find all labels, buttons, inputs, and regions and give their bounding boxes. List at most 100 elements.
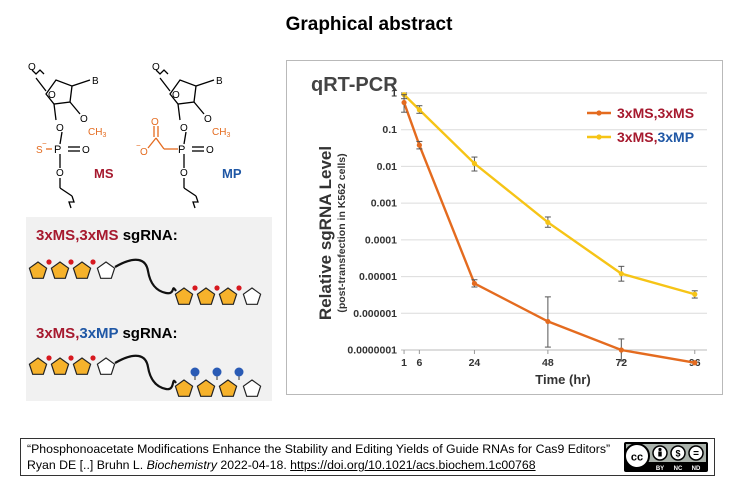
schematic-label-2: 3xMS,3xMP sgRNA: bbox=[36, 325, 178, 342]
mp-base: B bbox=[216, 76, 223, 87]
mp-acetate-o: O bbox=[151, 117, 159, 128]
nucleotide bbox=[96, 261, 116, 279]
x-tick-label: 72 bbox=[615, 357, 627, 369]
citation-date: 2022-04-18. bbox=[217, 458, 291, 472]
cc-icon bbox=[624, 443, 650, 469]
ms-modification bbox=[46, 259, 52, 265]
data-point bbox=[471, 160, 478, 167]
ms-ring-o: O bbox=[48, 90, 56, 101]
data-point bbox=[416, 142, 422, 148]
page-title: Graphical abstract bbox=[285, 14, 453, 35]
mp-modification bbox=[234, 367, 244, 377]
mp-modification bbox=[190, 367, 200, 377]
series-line-0 bbox=[402, 102, 695, 364]
cc-license-badge: cc $ = BY NC ND bbox=[624, 442, 708, 472]
y-tick-label: 0.001 bbox=[371, 198, 397, 210]
nc-text: NC bbox=[674, 466, 683, 472]
y-tick-label: 0.01 bbox=[377, 161, 398, 173]
x-tick-label: 1 bbox=[401, 357, 407, 369]
citation-authors-text: Ryan DE [..] Bruhn L. bbox=[27, 458, 147, 472]
ms-modification bbox=[90, 355, 96, 361]
legend-marker bbox=[596, 134, 602, 140]
ms-s: S bbox=[36, 145, 43, 156]
x-tick-label: 6 bbox=[416, 357, 422, 369]
mp-o-2: O bbox=[204, 114, 212, 125]
nd-eq: = bbox=[693, 449, 699, 460]
nucleotide bbox=[218, 379, 238, 397]
x-tick-label: 24 bbox=[469, 357, 481, 369]
nucleotide bbox=[242, 287, 262, 305]
ms-label: MS bbox=[94, 166, 114, 181]
ms-o-top: O bbox=[28, 62, 36, 73]
mp-ring-o: O bbox=[172, 90, 180, 101]
nucleotide bbox=[28, 357, 48, 375]
chart-title: qRT-PCR bbox=[311, 74, 398, 96]
y-axis-sublabel: (post-transfection in K562 cells) bbox=[336, 153, 348, 312]
sgrna-schematic: 3xMS,3xMS sgRNA: 3xMS,3xMP sgRNA: bbox=[26, 217, 272, 401]
data-point bbox=[618, 347, 624, 353]
ms-base: B bbox=[92, 76, 99, 87]
schematic-drawing bbox=[28, 258, 262, 397]
nd-icon bbox=[688, 445, 704, 461]
ms-minus: − bbox=[42, 139, 47, 148]
mp-minus: − bbox=[136, 141, 141, 150]
nucleotide bbox=[96, 357, 116, 375]
citation-doi-link[interactable]: https://doi.org/10.1021/acs.biochem.1c00… bbox=[290, 458, 536, 472]
ms-o-3: O bbox=[56, 123, 64, 134]
ms-modification bbox=[68, 355, 74, 361]
ms-structure bbox=[31, 69, 91, 209]
data-point bbox=[545, 318, 551, 325]
y-axis-label: Relative sgRNA Level bbox=[316, 146, 335, 320]
nucleotide bbox=[174, 379, 194, 397]
y-tick-label: 1 bbox=[391, 88, 397, 100]
nucleotide bbox=[50, 261, 70, 279]
y-tick-label: 0.00001 bbox=[359, 271, 397, 283]
ms-o-2: O bbox=[80, 114, 88, 125]
legend-marker bbox=[596, 110, 602, 116]
legend-entry: 3xMS,3xMS bbox=[617, 105, 694, 121]
nucleotide bbox=[196, 379, 216, 397]
mp-label: MP bbox=[222, 166, 242, 181]
y-tick-label: 0.1 bbox=[382, 124, 397, 136]
mp-o-top: O bbox=[152, 62, 160, 73]
citation-journal: Biochemistry bbox=[146, 458, 217, 472]
mp-o-3: O bbox=[180, 123, 188, 134]
qrt-pcr-chart: qRT-PCR 1 0.1 0.01 0.001 0.0001 0.00001 0.0000… bbox=[286, 60, 723, 395]
y-tick-label: 0.0000001 bbox=[347, 345, 397, 357]
ms-modification bbox=[46, 355, 52, 361]
nucleotide bbox=[28, 261, 48, 279]
y-tick-label: 0.000001 bbox=[353, 308, 397, 320]
nd-text: ND bbox=[692, 466, 701, 472]
citation-authors: Ryan DE [..] Bruhn L. Biochemistry 2022-… bbox=[27, 457, 708, 473]
series-line-1 bbox=[403, 93, 696, 296]
chemical-structures: O O B O O CH3 P S − O O MS O O B O O CH3… bbox=[28, 62, 242, 209]
mp-p: P bbox=[178, 144, 185, 156]
mp-modification bbox=[212, 367, 222, 377]
data-point bbox=[416, 107, 422, 113]
nucleotide bbox=[174, 287, 194, 305]
nucleotide bbox=[72, 357, 92, 375]
ms-modification bbox=[192, 285, 198, 291]
data-point bbox=[401, 99, 407, 106]
mp-acetate bbox=[147, 126, 178, 150]
rna-backbone bbox=[114, 258, 177, 295]
ms-modification bbox=[214, 285, 220, 291]
nc-dollar: $ bbox=[675, 449, 680, 459]
ms-modification bbox=[68, 259, 74, 265]
ms-p: P bbox=[54, 144, 61, 156]
mp-structure bbox=[155, 69, 215, 209]
nc-icon bbox=[670, 445, 686, 461]
data-point bbox=[692, 291, 698, 297]
ms-o-5: O bbox=[56, 168, 64, 179]
x-axis-label: Time (hr) bbox=[535, 372, 590, 387]
citation-title: “Phosphonoacetate Modifications Enhance … bbox=[27, 442, 611, 456]
data-point bbox=[471, 280, 478, 287]
nucleotide bbox=[72, 261, 92, 279]
ms-ch3: CH3 bbox=[88, 127, 106, 139]
y-tick-label: 0.0001 bbox=[365, 234, 397, 246]
legend-entry: 3xMS,3xMP bbox=[617, 129, 694, 145]
mp-acetate-o-minus: O bbox=[140, 147, 148, 158]
nucleotide bbox=[196, 287, 216, 305]
ms-modification bbox=[90, 259, 96, 265]
data-point bbox=[545, 219, 551, 225]
